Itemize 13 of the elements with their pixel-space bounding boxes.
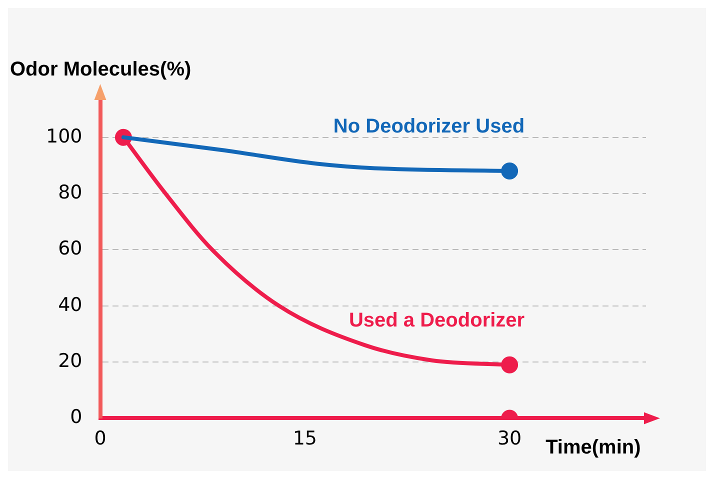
x-tick-label: 0 [94,428,106,450]
y-tick-label: 20 [58,350,82,372]
x-tick-label: 15 [292,428,318,450]
y-tick-label: 40 [58,294,82,316]
x-axis-title: Time(min) [546,436,641,459]
series-label: No Deodorizer Used [333,116,525,138]
y-tick-label: 60 [58,238,82,260]
x-tick-label: 30 [497,428,522,450]
y-tick-label: 0 [70,406,82,428]
series-label: Used a Deodorizer [348,309,525,332]
y-axis-title: Odor Molecules(%) [10,58,192,81]
y-tick-label: 80 [58,181,82,204]
y-tick-label: 100 [46,125,82,148]
